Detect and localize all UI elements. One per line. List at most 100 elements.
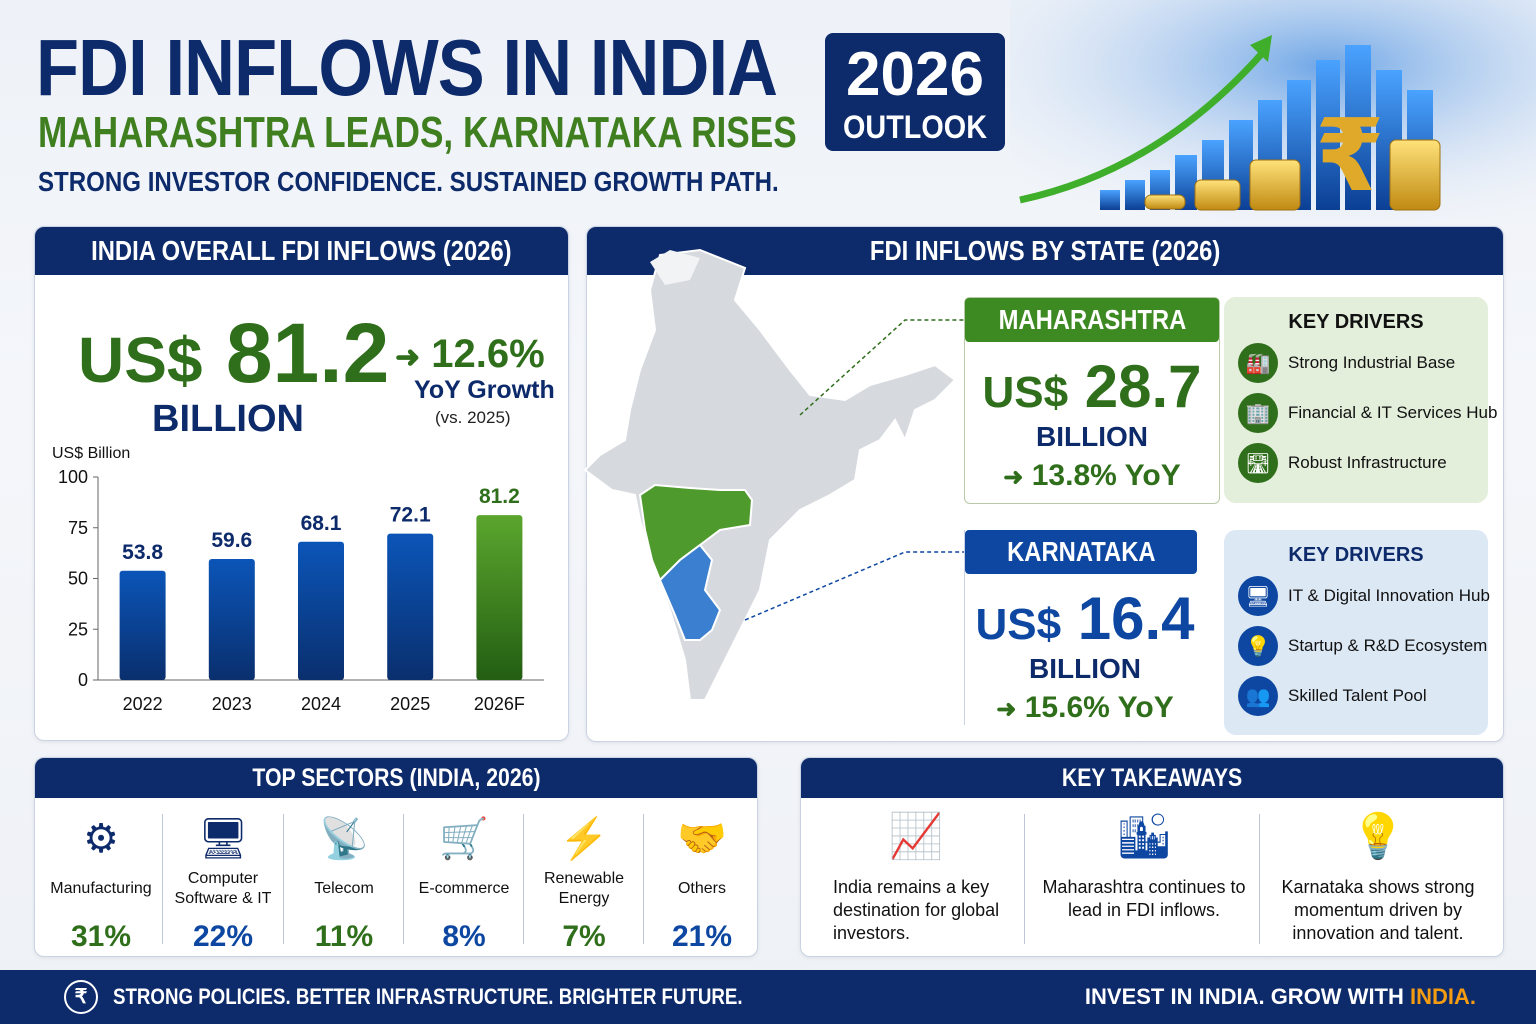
maharashtra-yoy: ➜ 13.8% YoY — [965, 459, 1219, 493]
factory-icon: 🏭 — [1238, 343, 1278, 383]
footer-banner: ₹ STRONG POLICIES. BETTER INFRASTRUCTURE… — [0, 970, 1536, 1024]
india-map — [583, 248, 965, 701]
people-icon: 👥 — [1238, 676, 1278, 716]
sectors-heading-text: TOP SECTORS (INDIA, 2026) — [251, 764, 541, 792]
footer-highlight: INDIA. — [1410, 984, 1476, 1009]
data-label: 72.1 — [390, 504, 431, 527]
y-tick-label: 100 — [58, 467, 88, 487]
drivers-title: KEY DRIVERS — [1288, 311, 1424, 333]
driver-item: 🛣 Robust Infrastructure — [1224, 438, 1488, 488]
driver-label: Startup & R&D Ecosystem — [1288, 636, 1488, 655]
overall-heading: INDIA OVERALL FDI INFLOWS (2026) — [35, 227, 568, 275]
sector-label: Manufacturing — [50, 880, 152, 897]
maharashtra-drivers: KEY DRIVERS 🏭 Strong Industrial Base 🏢 Fin… — [1224, 297, 1497, 503]
lightbulb-icon: 💡 — [1350, 812, 1406, 861]
sector-label: Others — [677, 880, 726, 897]
footer-left-text: STRONG POLICIES. BETTER INFRASTRUCTURE. … — [113, 984, 854, 1010]
sector-pct: 21% — [671, 920, 733, 953]
growth-chart-icon: 📈 — [888, 812, 944, 861]
bar-2026F — [476, 515, 523, 680]
city-icon: 🏙 — [1116, 812, 1172, 861]
driver-label: Financial & IT Services Hub — [1288, 403, 1498, 422]
maharashtra-unit: BILLION — [1036, 421, 1148, 452]
maharashtra-value: US$ 28.7 — [965, 352, 1219, 421]
driver-item: 💡 Startup & R&D Ecosystem — [1224, 621, 1488, 671]
driver-item: 🖥 IT & Digital Innovation Hub — [1224, 571, 1490, 621]
karnataka-value: US$ 16.4 — [965, 584, 1205, 653]
bar-2023 — [208, 559, 255, 680]
x-tick-label: 2023 — [212, 694, 252, 714]
tagline: STRONG INVESTOR CONFIDENCE. SUSTAINED GR… — [38, 166, 779, 197]
maharashtra-title: MAHARASHTRA — [965, 298, 1219, 342]
sector-label: E-commerce — [418, 880, 510, 897]
maharashtra-number: 28.7 — [1084, 353, 1202, 420]
takeaways-heading: KEY TAKEAWAYS — [801, 758, 1503, 798]
arrow-right-icon: ➜ — [1003, 464, 1024, 491]
karnataka-unit: BILLION — [1029, 653, 1141, 684]
takeaway-item: 🏙 Maharashtra continues to lead in FDI in… — [1029, 808, 1259, 948]
sector-label: Renewable Energy — [543, 870, 625, 907]
sector-pct: 22% — [192, 920, 254, 953]
overall-heading-text: INDIA OVERALL FDI INFLOWS (2026) — [91, 235, 512, 266]
y-axis-label: US$ Billion — [52, 445, 130, 462]
x-tick-label: 2025 — [390, 694, 430, 714]
x-tick-label: 2024 — [301, 694, 341, 714]
arrow-right-icon: ➜ — [395, 341, 421, 374]
x-tick-label: 2026F — [474, 694, 525, 714]
road-icon: 🛣 — [1238, 443, 1278, 483]
sector-item: ⚙ Manufacturing 31% — [41, 814, 161, 953]
sector-pct: 31% — [70, 920, 132, 953]
takeaway-text: Karnataka shows strong momentum driven b… — [1281, 877, 1475, 943]
badge-year: 2026 — [846, 40, 984, 109]
india-outline — [583, 248, 957, 701]
driver-label: IT & Digital Innovation Hub — [1288, 586, 1490, 605]
badge-label: OUTLOOK — [843, 109, 987, 145]
driver-item: 🏭 Strong Industrial Base — [1224, 338, 1488, 388]
bar-2025 — [387, 533, 434, 680]
driver-item: 🏢 Financial & IT Services Hub — [1224, 388, 1497, 438]
sector-label: Telecom — [314, 880, 374, 897]
growth-value: 12.6% — [431, 332, 545, 376]
karnataka-name: KARNATAKA — [1006, 536, 1156, 567]
drivers-title: KEY DRIVERS — [1288, 544, 1424, 566]
svg-text:₹: ₹ — [1315, 97, 1385, 214]
y-tick-label: 25 — [68, 619, 88, 639]
y-tick-label: 75 — [68, 518, 88, 538]
karnataka-number: 16.4 — [1077, 585, 1195, 652]
driver-label: Skilled Talent Pool — [1288, 686, 1427, 705]
sector-item: 🛒 E-commerce 8% — [404, 814, 524, 953]
bar-2024 — [298, 541, 344, 680]
footer-right-text: INVEST IN INDIA. GROW WITH INDIA. — [1085, 984, 1476, 1010]
states-heading-text: FDI INFLOWS BY STATE (2026) — [869, 235, 1221, 266]
takeaway-text: Maharashtra continues to lead in FDI inf… — [1042, 877, 1246, 920]
maharashtra-leader-line — [799, 319, 965, 416]
lightbulb-icon: 💡 — [1238, 626, 1278, 666]
arrow-right-icon: ➜ — [996, 696, 1017, 723]
y-tick-label: 50 — [68, 569, 88, 589]
footer-right: INVEST IN INDIA. GROW WITH — [1084, 984, 1410, 1009]
overall-unit: BILLION — [152, 398, 304, 440]
sector-item: 🤝 Others 21% — [642, 814, 757, 953]
karnataka-currency: US$ — [975, 600, 1062, 649]
karnataka-leader-line — [744, 551, 965, 621]
maharashtra-yoy-text: 13.8% YoY — [1031, 459, 1181, 492]
outlook-badge: 2026 OUTLOOK — [825, 33, 1005, 151]
computer-icon: 🖥 — [197, 817, 249, 861]
bar-2022 — [119, 570, 166, 680]
takeaways-heading-text: KEY TAKEAWAYS — [1061, 764, 1243, 792]
divider — [162, 814, 163, 944]
lightning-icon: ⚡ — [559, 817, 609, 861]
karnataka-title: KARNATAKA — [965, 530, 1197, 574]
karnataka-card: KARNATAKA US$ 16.4 BILLION ➜ 15.6% YoY — [964, 530, 1220, 725]
data-label: 81.2 — [479, 485, 520, 508]
sector-pct: 7% — [562, 920, 606, 953]
maharashtra-region — [638, 483, 754, 582]
overall-growth: ➜ 12.6% — [395, 332, 545, 377]
growth-label: YoY Growth — [414, 376, 555, 404]
divider — [1024, 814, 1025, 944]
x-tick-label: 2022 — [123, 694, 163, 714]
handshake-icon: 🤝 — [677, 817, 727, 861]
sector-item: ⚡ Renewable Energy 7% — [524, 814, 644, 953]
karnataka-region — [658, 543, 722, 641]
jammu-kashmir-region — [650, 250, 700, 285]
